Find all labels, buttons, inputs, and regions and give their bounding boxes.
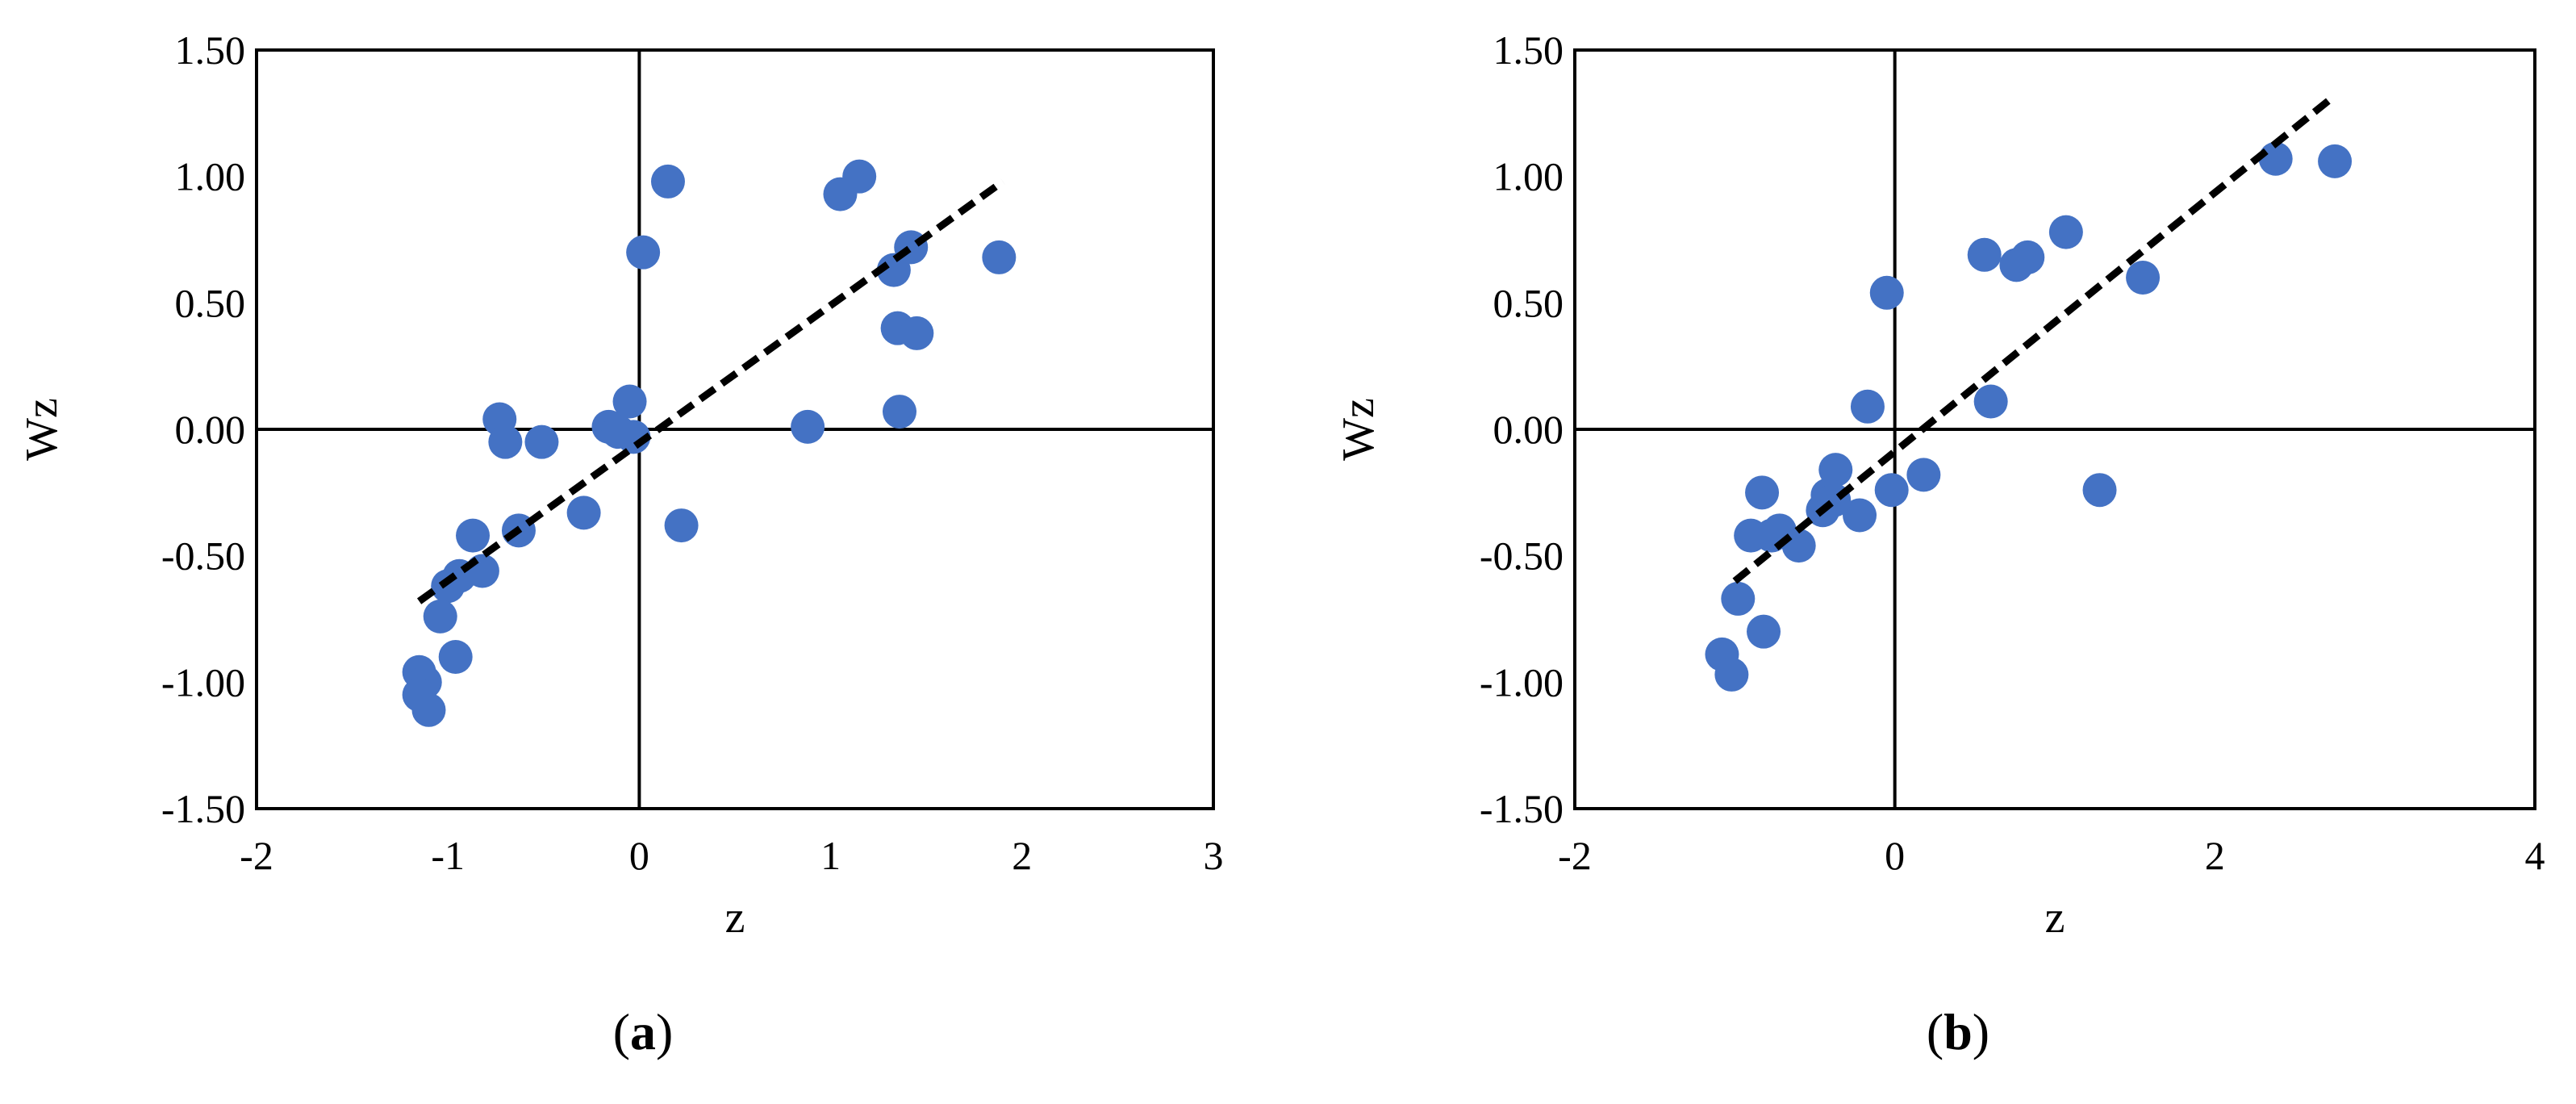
data-point [2048,215,2083,249]
data-point [1747,614,1781,649]
data-point [1734,518,1768,553]
data-point [456,518,491,553]
y-tick-label: 1.00 [1493,154,1564,199]
data-point [488,424,523,459]
data-point [431,569,466,604]
data-point [438,640,473,674]
data-point [612,384,647,419]
data-point [1869,275,1904,310]
x-tick-label: 3 [1204,833,1224,878]
y-tick-label: 0.50 [1493,280,1564,325]
y-tick-label: 1.50 [175,27,246,73]
data-point [1745,475,1780,510]
data-point [1714,657,1749,692]
x-tick-label: -2 [240,833,273,878]
data-point [423,599,457,634]
data-point [566,496,601,530]
x-tick-label: -1 [431,833,465,878]
data-point [2258,141,2293,176]
y-tick-label: -0.50 [161,533,245,579]
data-point [791,409,825,444]
data-point [664,508,699,543]
y-axis-title: Wz [17,398,67,461]
trend-line [416,178,1005,604]
data-point [1850,389,1885,424]
y-tick-label: 1.00 [175,154,246,199]
x-tick-label: 4 [2525,833,2545,878]
data-point [650,164,685,199]
y-axis-title: Wz [1334,398,1384,461]
data-point [1973,384,2008,419]
y-tick-label: 0.50 [175,280,246,325]
data-point [524,424,559,459]
panel-caption-letter: a [630,1003,656,1060]
y-tick-label: -1.00 [1480,659,1564,705]
y-tick-label: -1.50 [161,786,245,831]
panel-caption-letter: b [1943,1003,1973,1060]
y-tick-label: -1.00 [161,659,245,705]
data-point [876,253,911,287]
data-point [626,235,661,270]
x-tick-label: 1 [820,833,841,878]
chart-panel-b: 1.50 1.00 0.50 0.00 -0.50 -1.00 -1.50-2 0 2 4 z Wz (… [1334,27,2545,1060]
trend-line [1732,92,2337,584]
x-tick-label: 2 [2205,833,2225,878]
data-point [1967,237,2002,272]
x-tick-label: 2 [1012,833,1032,878]
y-tick-label: 1.50 [1493,27,1564,73]
data-point [882,395,916,429]
data-point [1906,458,1941,492]
data-point [2126,261,2161,295]
y-tick-label: 0.00 [1493,407,1564,452]
y-tick-label: 0.00 [175,407,246,452]
data-point [2082,473,2117,508]
y-tick-label: -1.50 [1480,786,1564,831]
panel-caption: (b) [1927,1003,1989,1060]
x-axis-title: z [2045,893,2065,943]
chart-panel-a: 1.50 1.00 0.50 0.00 -0.50 -1.00 -1.50-2 -1 0 1 2 3 z… [17,27,1224,1060]
x-tick-label: 0 [629,833,649,878]
data-point [2318,144,2353,178]
x-axis-title: z [725,893,745,943]
data-point [411,692,446,727]
data-point [982,240,1017,274]
data-point [2010,240,2045,274]
x-tick-label: -2 [1558,833,1592,878]
y-tick-label: -0.50 [1480,533,1564,579]
data-point [1874,473,1909,508]
data-point [900,316,934,350]
data-point [1843,498,1877,533]
data-point [823,177,858,211]
data-point [1781,529,1816,563]
panel-caption: (a) [613,1003,674,1060]
x-tick-label: 0 [1885,833,1905,878]
data-point [1721,581,1756,616]
